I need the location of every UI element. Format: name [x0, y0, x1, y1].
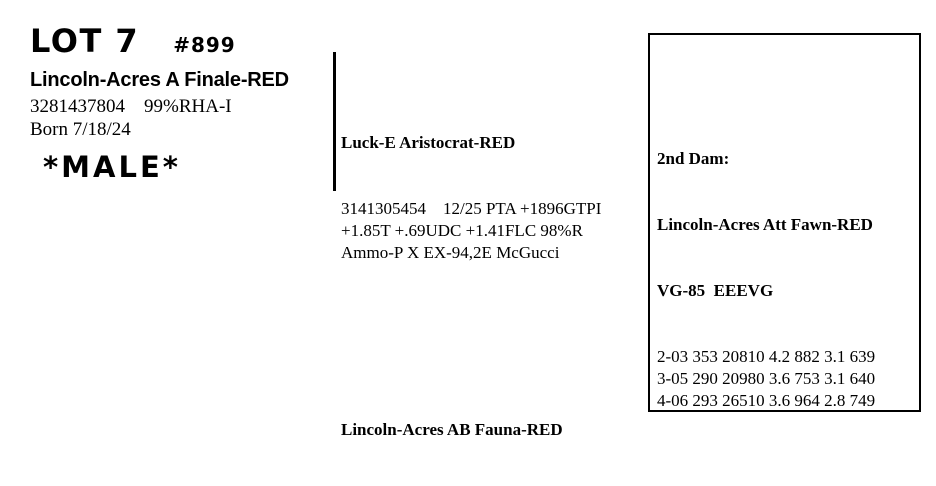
- lot-header-block: LOT 7 #899 Lincoln-Acres A Finale-RED 32…: [30, 20, 289, 184]
- sire-details: 3141305454 12/25 PTA +1896GTPI +1.85T +.6…: [341, 198, 609, 264]
- second-dam-label: 2nd Dam:: [657, 149, 730, 168]
- pedigree-column: Luck-E Aristocrat-RED 3141305454 12/25 P…: [341, 44, 609, 486]
- dam-name: Lincoln-Acres AB Fauna-RED: [341, 420, 563, 439]
- second-dam-section: 2nd Dam: Lincoln-Acres Att Fawn-RED VG-8…: [657, 104, 915, 456]
- lactation-record-row: 3-05 290 20980 3.6 753 3.1 640: [657, 369, 876, 388]
- second-dam-score: VG-85 EEEVG: [657, 281, 774, 300]
- second-dam-name: Lincoln-Acres Att Fawn-RED: [657, 215, 873, 234]
- maternal-line-box: 2nd Dam: Lincoln-Acres Att Fawn-RED VG-8…: [648, 33, 921, 412]
- lactation-record-row: 2-03 353 20810 4.2 882 3.1 639: [657, 347, 876, 366]
- birth-date-line: Born 7/18/24: [30, 119, 131, 140]
- pedigree-bracket-line: [333, 52, 336, 191]
- sire-detail-line: Ammo-P X EX-94,2E McGucci: [341, 243, 560, 262]
- sire-detail-line: +1.85T +.69UDC +1.41FLC 98%R: [341, 221, 583, 240]
- lot-number: LOT 7: [30, 22, 140, 60]
- animal-name: Lincoln-Acres A Finale-RED: [30, 69, 289, 91]
- second-dam-records: 2-03 353 20810 4.2 882 3.1 639 3-05 290 2…: [657, 346, 915, 412]
- sex-banner: *MALE*: [43, 150, 181, 184]
- tag-number: #899: [173, 33, 236, 57]
- sire-name: Luck-E Aristocrat-RED: [341, 133, 516, 152]
- lactation-record-row: 4-06 293 26510 3.6 964 2.8 749: [657, 391, 876, 410]
- lot-title-row: LOT 7 #899: [30, 20, 289, 66]
- registration-line: 3281437804 99%RHA-I: [30, 96, 232, 117]
- sire-block: Luck-E Aristocrat-RED 3141305454 12/25 P…: [341, 88, 609, 308]
- sire-detail-line: 3141305454 12/25 PTA +1896GTPI: [341, 199, 602, 218]
- dam-block: Lincoln-Acres AB Fauna-RED 9-04 EX-92,2E…: [341, 375, 609, 486]
